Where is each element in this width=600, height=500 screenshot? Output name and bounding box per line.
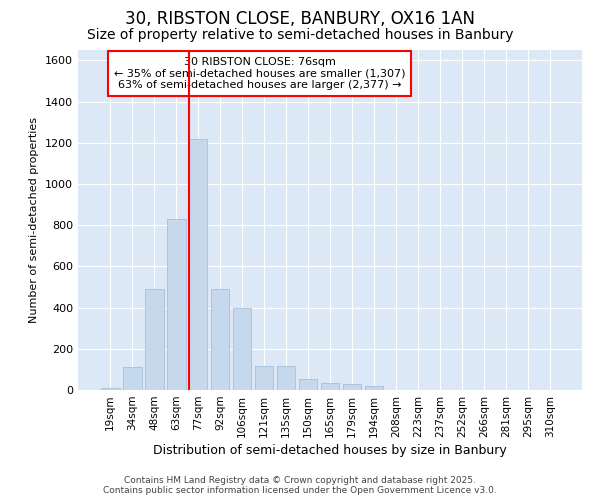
Bar xyxy=(123,368,142,390)
Bar xyxy=(167,219,185,390)
Bar xyxy=(255,366,274,390)
Text: 30, RIBSTON CLOSE, BANBURY, OX16 1AN: 30, RIBSTON CLOSE, BANBURY, OX16 1AN xyxy=(125,10,475,28)
Text: Contains HM Land Registry data © Crown copyright and database right 2025.
Contai: Contains HM Land Registry data © Crown c… xyxy=(103,476,497,495)
Bar xyxy=(233,308,251,390)
Text: 30 RIBSTON CLOSE: 76sqm
← 35% of semi-detached houses are smaller (1,307)
63% of: 30 RIBSTON CLOSE: 76sqm ← 35% of semi-de… xyxy=(113,57,405,90)
Bar xyxy=(320,383,340,390)
Bar xyxy=(189,138,208,390)
Bar xyxy=(211,289,229,390)
Bar xyxy=(365,386,383,390)
X-axis label: Distribution of semi-detached houses by size in Banbury: Distribution of semi-detached houses by … xyxy=(153,444,507,457)
Bar xyxy=(101,388,119,390)
Bar xyxy=(277,366,295,390)
Y-axis label: Number of semi-detached properties: Number of semi-detached properties xyxy=(29,117,40,323)
Bar xyxy=(343,384,361,390)
Bar xyxy=(145,289,164,390)
Text: Size of property relative to semi-detached houses in Banbury: Size of property relative to semi-detach… xyxy=(87,28,513,42)
Bar xyxy=(299,378,317,390)
